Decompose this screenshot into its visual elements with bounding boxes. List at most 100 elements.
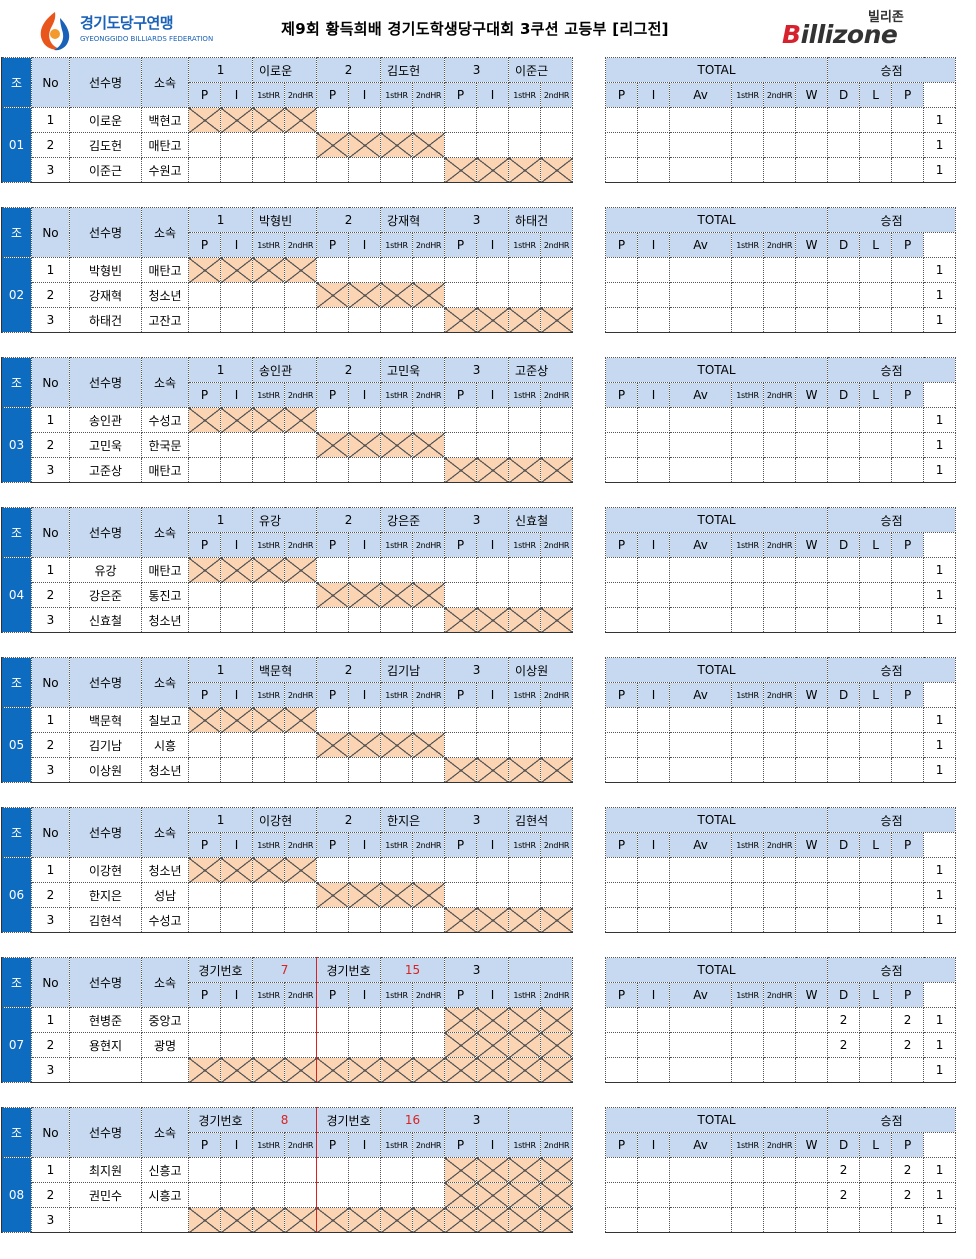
score-cell[interactable]	[316, 457, 350, 483]
points-cell[interactable]	[891, 157, 925, 183]
draws-cell[interactable]	[827, 1207, 861, 1233]
losses-cell[interactable]	[859, 282, 893, 308]
points-cell[interactable]	[891, 282, 925, 308]
score-cell[interactable]	[444, 857, 478, 883]
losses-cell[interactable]	[859, 582, 893, 608]
score-cell[interactable]	[540, 132, 574, 158]
score-cell[interactable]	[540, 582, 574, 608]
player-name[interactable]: 유강	[69, 557, 142, 583]
total-i-cell[interactable]	[637, 907, 670, 933]
total-p-cell[interactable]	[605, 707, 638, 733]
score-cell[interactable]	[476, 557, 510, 583]
total-p-cell[interactable]	[605, 857, 638, 883]
total-i-cell[interactable]	[637, 307, 670, 333]
total-hr2-cell[interactable]	[763, 257, 796, 283]
total-hr1-cell[interactable]	[731, 457, 764, 483]
score-cell[interactable]	[219, 1182, 254, 1208]
rank-cell[interactable]: 1	[923, 432, 957, 458]
total-p-cell[interactable]	[605, 132, 638, 158]
score-cell[interactable]	[380, 1032, 414, 1058]
total-hr1-cell[interactable]	[731, 107, 764, 133]
total-hr1-cell[interactable]	[731, 857, 764, 883]
losses-cell[interactable]	[859, 1182, 893, 1208]
score-cell[interactable]	[316, 857, 350, 883]
score-cell[interactable]	[476, 857, 510, 883]
player-affiliation[interactable]: 매탄고	[141, 557, 189, 583]
score-cell[interactable]	[508, 132, 542, 158]
score-cell[interactable]	[284, 1182, 318, 1208]
score-cell[interactable]	[284, 1007, 318, 1033]
wins-cell[interactable]	[794, 757, 829, 783]
score-cell[interactable]	[444, 257, 478, 283]
draws-cell[interactable]	[827, 132, 861, 158]
score-cell[interactable]	[380, 407, 414, 433]
total-i-cell[interactable]	[637, 707, 670, 733]
score-cell[interactable]	[188, 132, 221, 158]
score-cell[interactable]	[188, 757, 221, 783]
score-cell[interactable]	[540, 107, 574, 133]
losses-cell[interactable]	[859, 707, 893, 733]
score-cell[interactable]	[188, 1032, 221, 1058]
rank-cell[interactable]: 1	[923, 1057, 957, 1083]
score-cell[interactable]	[348, 307, 382, 333]
score-cell[interactable]	[219, 907, 254, 933]
wins-cell[interactable]	[794, 607, 829, 633]
draws-cell[interactable]	[827, 757, 861, 783]
rank-cell[interactable]: 1	[923, 707, 957, 733]
score-cell[interactable]	[219, 1157, 254, 1183]
score-cell[interactable]	[476, 257, 510, 283]
total-p-cell[interactable]	[605, 432, 638, 458]
draws-cell[interactable]	[827, 557, 861, 583]
total-i-cell[interactable]	[637, 882, 670, 908]
total-hr1-cell[interactable]	[731, 132, 764, 158]
total-p-cell[interactable]	[605, 757, 638, 783]
losses-cell[interactable]	[859, 432, 893, 458]
total-av-cell[interactable]	[669, 1057, 732, 1083]
player-affiliation[interactable]: 청소년	[141, 282, 189, 308]
points-cell[interactable]	[891, 107, 925, 133]
points-cell[interactable]: 2	[891, 1157, 925, 1183]
score-cell[interactable]	[316, 1157, 350, 1183]
rank-cell[interactable]: 1	[923, 757, 957, 783]
total-av-cell[interactable]	[669, 1182, 732, 1208]
rank-cell[interactable]: 1	[923, 107, 957, 133]
score-cell[interactable]	[508, 432, 542, 458]
total-hr2-cell[interactable]	[763, 857, 796, 883]
wins-cell[interactable]	[794, 557, 829, 583]
player-name[interactable]: 송인관	[69, 407, 142, 433]
player-name[interactable]	[69, 1057, 142, 1083]
draws-cell[interactable]: 2	[827, 1032, 861, 1058]
wins-cell[interactable]	[794, 432, 829, 458]
total-av-cell[interactable]	[669, 557, 732, 583]
player-name[interactable]: 강재혁	[69, 282, 142, 308]
points-cell[interactable]	[891, 132, 925, 158]
wins-cell[interactable]	[794, 407, 829, 433]
player-affiliation[interactable]: 청소년	[141, 757, 189, 783]
total-hr1-cell[interactable]	[731, 757, 764, 783]
wins-cell[interactable]	[794, 157, 829, 183]
score-cell[interactable]	[219, 432, 254, 458]
points-cell[interactable]	[891, 307, 925, 333]
score-cell[interactable]	[188, 1182, 221, 1208]
score-cell[interactable]	[348, 1157, 382, 1183]
score-cell[interactable]	[252, 132, 286, 158]
score-cell[interactable]	[348, 707, 382, 733]
total-hr1-cell[interactable]	[731, 1057, 764, 1083]
losses-cell[interactable]	[859, 857, 893, 883]
total-av-cell[interactable]	[669, 732, 732, 758]
rank-cell[interactable]: 1	[923, 582, 957, 608]
player-name[interactable]: 권민수	[69, 1182, 142, 1208]
score-cell[interactable]	[380, 757, 414, 783]
rank-cell[interactable]: 1	[923, 257, 957, 283]
total-hr1-cell[interactable]	[731, 607, 764, 633]
score-cell[interactable]	[252, 907, 286, 933]
player-name[interactable]: 고준상	[69, 457, 142, 483]
draws-cell[interactable]: 2	[827, 1007, 861, 1033]
points-cell[interactable]	[891, 407, 925, 433]
score-cell[interactable]	[252, 1157, 286, 1183]
total-hr2-cell[interactable]	[763, 1207, 796, 1233]
total-i-cell[interactable]	[637, 857, 670, 883]
total-hr1-cell[interactable]	[731, 732, 764, 758]
score-cell[interactable]	[316, 607, 350, 633]
wins-cell[interactable]	[794, 582, 829, 608]
